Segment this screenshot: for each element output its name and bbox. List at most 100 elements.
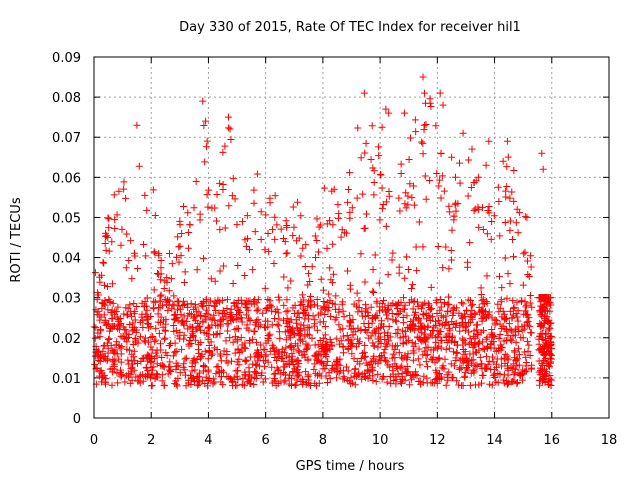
data-point xyxy=(375,152,383,160)
data-point xyxy=(130,299,138,307)
data-point xyxy=(257,236,265,244)
data-point xyxy=(117,358,125,366)
data-point xyxy=(537,322,545,330)
data-point xyxy=(436,176,444,184)
data-point xyxy=(96,357,104,365)
data-point xyxy=(474,330,482,338)
data-point xyxy=(187,300,195,308)
x-tick-label: 14 xyxy=(486,433,503,448)
data-point xyxy=(200,255,208,263)
data-point xyxy=(305,298,313,306)
data-point xyxy=(268,379,276,387)
data-point xyxy=(161,334,169,342)
data-point xyxy=(522,353,530,361)
data-point xyxy=(398,369,406,377)
data-point xyxy=(397,169,405,177)
data-point xyxy=(117,319,125,327)
data-point xyxy=(345,322,353,330)
data-point xyxy=(321,310,329,318)
data-point xyxy=(369,164,377,172)
data-point xyxy=(237,334,245,342)
data-point xyxy=(305,270,313,278)
data-point xyxy=(482,335,490,343)
data-point xyxy=(302,241,310,249)
data-point xyxy=(539,374,547,382)
data-point xyxy=(536,307,544,315)
data-point xyxy=(117,373,125,381)
data-point xyxy=(510,347,518,355)
data-point xyxy=(268,363,276,371)
data-point xyxy=(157,291,165,299)
data-point xyxy=(250,186,258,194)
data-point xyxy=(104,283,112,291)
data-point xyxy=(172,365,180,373)
data-point xyxy=(317,372,325,380)
data-point xyxy=(495,345,503,353)
data-point xyxy=(381,345,389,353)
data-point xyxy=(107,308,115,316)
data-point xyxy=(223,320,231,328)
data-point xyxy=(176,221,184,229)
data-point xyxy=(374,343,382,351)
x-tick-label: 16 xyxy=(544,433,561,448)
data-point xyxy=(295,347,303,355)
data-point xyxy=(497,355,505,363)
data-point xyxy=(207,275,215,283)
data-point xyxy=(409,305,417,313)
data-point xyxy=(401,200,409,208)
data-point xyxy=(359,190,367,198)
data-point xyxy=(290,223,298,231)
data-point xyxy=(160,285,168,293)
data-point xyxy=(165,287,173,295)
data-point xyxy=(308,263,316,271)
x-tick-label: 4 xyxy=(204,433,212,448)
data-point xyxy=(332,314,340,322)
data-point xyxy=(456,356,464,364)
data-point xyxy=(385,187,393,195)
data-point xyxy=(320,298,328,306)
data-point xyxy=(91,334,99,342)
data-point xyxy=(427,355,435,363)
data-point xyxy=(149,304,157,312)
data-point xyxy=(389,350,397,358)
data-point xyxy=(424,343,432,351)
data-point xyxy=(290,330,298,338)
data-point xyxy=(222,337,230,345)
data-point xyxy=(241,271,249,279)
data-point xyxy=(386,373,394,381)
data-point xyxy=(123,345,131,353)
data-point xyxy=(128,368,136,376)
data-point xyxy=(456,159,464,167)
data-point xyxy=(432,334,440,342)
data-point xyxy=(245,326,253,334)
data-point xyxy=(504,270,512,278)
data-point xyxy=(334,201,342,209)
data-point xyxy=(102,380,110,388)
data-point xyxy=(103,321,111,329)
data-point xyxy=(483,353,491,361)
data-point xyxy=(446,208,454,216)
data-point xyxy=(117,332,125,340)
data-point xyxy=(370,288,378,296)
data-point xyxy=(435,316,443,324)
data-point xyxy=(223,372,231,380)
data-point xyxy=(358,375,366,383)
data-point xyxy=(254,357,262,365)
data-point xyxy=(442,381,450,389)
data-point xyxy=(313,371,321,379)
data-point xyxy=(524,321,532,329)
data-point xyxy=(487,340,495,348)
data-point xyxy=(449,374,457,382)
data-point xyxy=(450,362,458,370)
data-point xyxy=(203,143,211,151)
data-point xyxy=(290,330,298,338)
data-point xyxy=(212,321,220,329)
data-point xyxy=(284,327,292,335)
data-point xyxy=(114,316,122,324)
data-point xyxy=(412,128,420,136)
data-point xyxy=(462,354,470,362)
data-point xyxy=(523,213,531,221)
data-point xyxy=(427,102,435,110)
ticks: 0 2 4 6 8 10 12 14 16 18 0 0.01 0.02 0.03 0.04 0.05 0.06… xyxy=(52,51,617,448)
data-point xyxy=(145,355,153,363)
